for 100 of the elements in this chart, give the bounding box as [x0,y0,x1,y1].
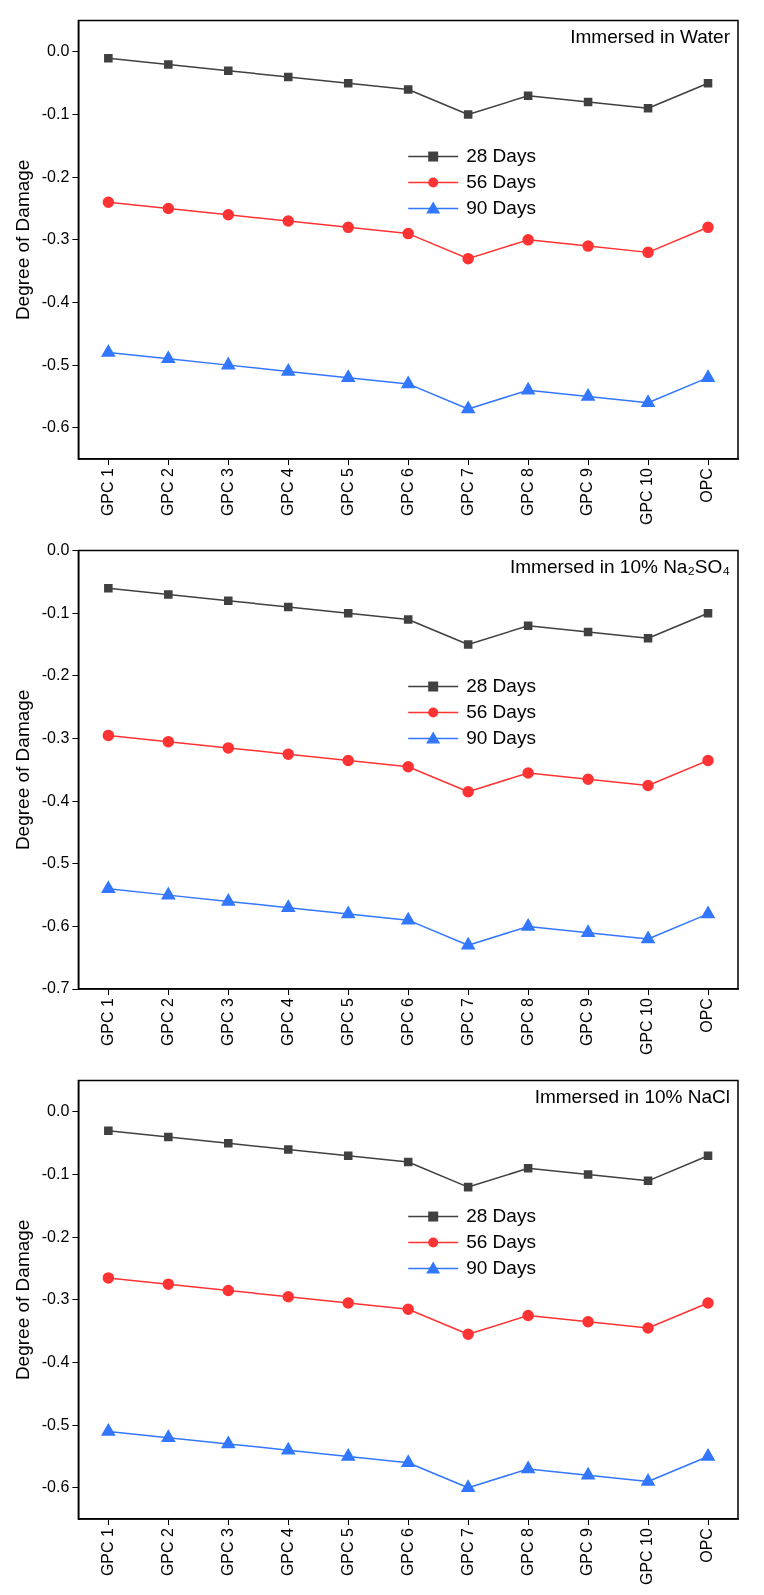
point [402,760,414,773]
point [702,221,714,234]
point [522,1309,534,1322]
point [401,376,415,389]
point [523,621,533,631]
point [462,1328,474,1341]
x-tick-label: GPC 9 [578,997,596,1047]
point [161,351,176,364]
x-tick-label: GPC 6 [398,1527,416,1577]
legend-label: 56 Days [466,170,536,192]
y-tick-label: -0.6 [41,1478,70,1496]
point [281,1442,296,1455]
point [461,401,475,414]
y-tick-label: 0.0 [47,42,70,60]
legend-label: 90 Days [466,1256,536,1278]
point [401,1454,415,1467]
point [701,369,715,382]
x-tick-label: GPC 7 [458,467,476,517]
point [643,104,653,113]
y-tick-label: 0.0 [47,541,70,559]
y-tick-label: -0.4 [41,1352,70,1370]
y-tick-label: -0.2 [41,167,70,185]
point [104,583,113,593]
point [522,767,534,779]
x-tick-label: GPC 2 [158,467,176,517]
x-tick-label: GPC 10 [638,1527,656,1586]
point [702,754,714,767]
point [461,937,475,950]
point [101,881,116,894]
x-tick-label: GPC 8 [518,997,536,1047]
point [703,1151,713,1161]
point [582,1316,594,1328]
x-tick-label: GPC 6 [398,997,416,1047]
point [641,394,655,407]
x-tick-label: GPC 5 [338,1527,356,1577]
point [521,918,535,931]
x-tick-label: GPC 9 [578,467,596,517]
point [523,91,533,101]
y-tick-label: -0.5 [41,854,70,872]
point [581,1467,595,1480]
legend-label: 90 Days [466,196,536,218]
y-tick-label: -0.5 [41,1415,70,1433]
point [104,1126,113,1135]
point [701,1448,715,1461]
point [463,110,473,119]
y-tick-label: -0.3 [41,728,70,746]
point [582,240,594,252]
x-tick-label: GPC 10 [638,467,656,526]
point [283,602,293,612]
point [583,97,593,107]
x-tick-label: OPC [698,1528,716,1563]
point [341,906,356,919]
point [161,1429,176,1442]
x-tick-label: GPC 2 [158,997,176,1047]
point [463,640,473,649]
point [224,66,233,75]
point [403,85,413,94]
point [641,931,655,944]
point [703,78,713,88]
point [643,634,653,643]
y-axis-title: Degree of Damage [11,689,33,851]
point [283,1145,293,1154]
point [581,388,595,401]
point [343,78,353,88]
point [224,596,233,605]
x-tick-label: GPC 3 [218,1527,236,1577]
x-tick-label: GPC 1 [98,1527,116,1577]
point [342,221,354,234]
x-tick-label: GPC 8 [518,1527,536,1577]
x-tick-label: GPC 8 [518,467,536,517]
x-tick-label: GPC 1 [98,467,116,517]
point [102,196,115,209]
x-tick-label: GPC 10 [638,997,656,1056]
point [343,1151,353,1161]
y-axis-title: Degree of Damage [11,159,33,321]
point [341,1448,356,1461]
point [582,773,594,785]
x-tick-label: GPC 3 [218,997,236,1047]
point [342,1297,354,1309]
point [341,369,356,382]
x-tick-label: GPC 4 [278,1527,296,1577]
y-tick-label: -0.2 [41,1227,70,1245]
point [642,779,654,792]
y-tick-label: -0.6 [41,418,70,436]
point [102,729,115,742]
point [161,887,176,900]
point [703,608,713,618]
point [221,1436,236,1449]
point [522,234,534,246]
point [403,615,413,624]
point [164,60,173,69]
point [403,1157,413,1167]
point [641,1473,655,1486]
x-tick-label: GPC 1 [98,997,116,1047]
x-tick-label: OPC [698,468,716,503]
x-tick-label: GPC 2 [158,1527,176,1577]
legend-label: 28 Days [466,674,536,696]
point [282,1290,294,1303]
y-axis-title: Degree of Damage [11,1219,33,1381]
y-tick-label: -0.1 [41,104,70,122]
